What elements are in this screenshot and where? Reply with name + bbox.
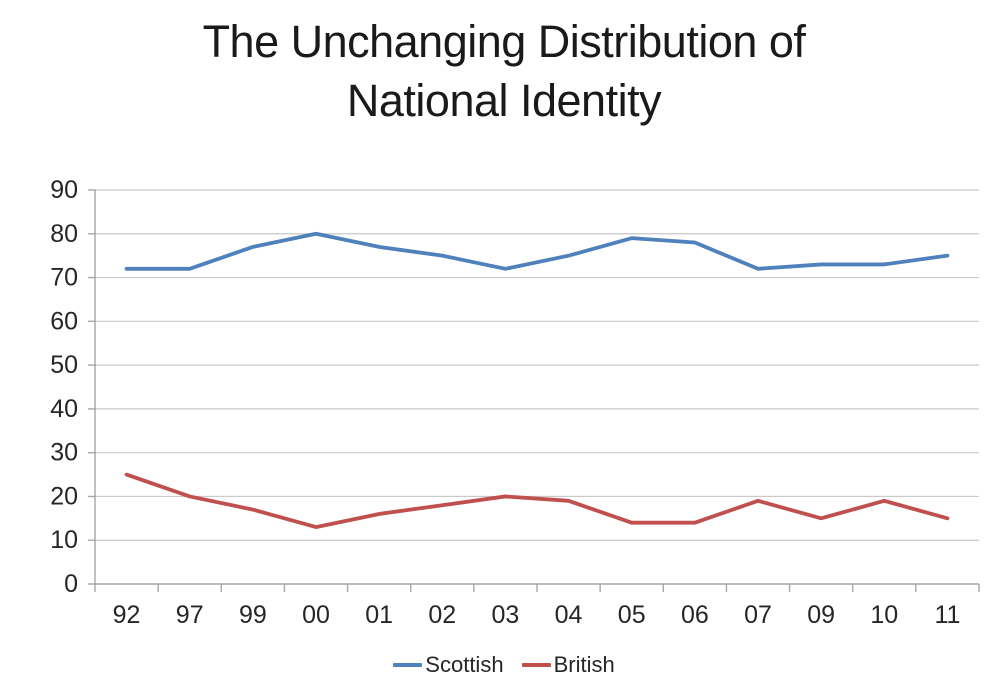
x-axis-label: 01: [365, 601, 393, 629]
series-line-scottish: [124, 231, 950, 271]
x-axis-label: 92: [113, 601, 141, 629]
legend-label-scottish: Scottish: [425, 652, 504, 677]
x-axis-label: 05: [618, 601, 646, 629]
legend-item-scottish: Scottish: [393, 652, 504, 678]
y-axis-label: 80: [50, 220, 78, 248]
legend-label-british: British: [553, 652, 615, 677]
chart-title-line-2: National Identity: [346, 75, 662, 127]
x-axis-label: 99: [239, 601, 267, 629]
chart-title-line-1: The Unchanging Distribution of: [202, 16, 806, 67]
x-axis-label: 07: [744, 601, 772, 629]
y-axis-label: 50: [50, 351, 78, 379]
x-axis-label: 06: [681, 601, 709, 629]
chart-title: The Unchanging Distribution of National …: [0, 12, 1008, 131]
y-axis-label: 70: [50, 264, 78, 292]
y-axis-label: 90: [50, 176, 78, 204]
y-axis-label: 0: [64, 570, 78, 598]
y-axis-label: 20: [50, 482, 78, 510]
legend-swatch-scottish: [393, 663, 423, 667]
series-line-british: [124, 472, 950, 529]
x-axis-label: 97: [176, 601, 204, 629]
x-axis-label: 02: [428, 601, 456, 629]
y-axis-label: 10: [50, 526, 78, 554]
legend-swatch-british: [521, 663, 551, 667]
y-axis-label: 30: [50, 439, 78, 467]
legend: Scottish British: [0, 650, 1008, 680]
legend-item-british: British: [521, 652, 615, 678]
x-axis-label: 09: [807, 601, 835, 629]
x-axis-label: 00: [302, 601, 330, 629]
x-axis-label: 11: [934, 601, 960, 629]
x-axis-label: 03: [492, 601, 520, 629]
y-axis-label: 40: [50, 395, 78, 423]
x-axis-label: 10: [870, 601, 898, 629]
x-axis-label: 04: [555, 601, 583, 629]
y-axis-label: 60: [50, 307, 78, 335]
